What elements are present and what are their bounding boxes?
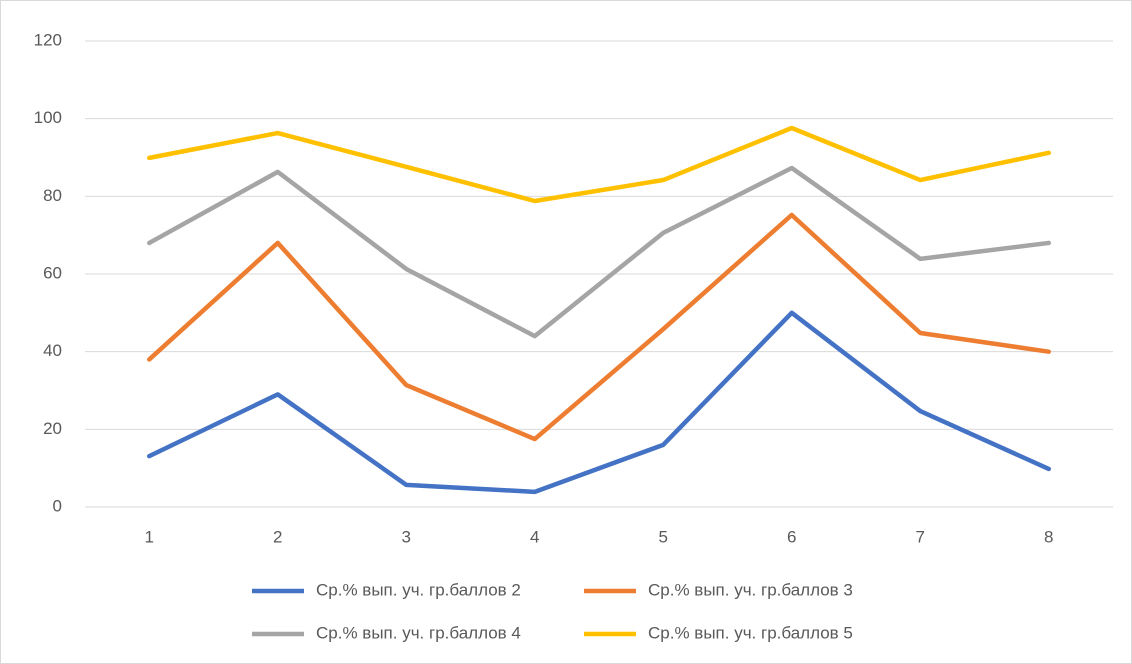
x-tick-label: 3: [402, 527, 411, 546]
y-tick-label: 20: [43, 419, 62, 438]
y-tick-label: 40: [43, 341, 62, 360]
line-series: [147, 165, 1051, 339]
x-tick-label: 5: [659, 527, 668, 546]
x-tick-label: 1: [145, 527, 154, 546]
y-tick-label: 0: [53, 496, 62, 515]
legend-label: Ср.% вып. уч. гр.баллов 4: [316, 623, 521, 642]
y-tick-label: 120: [34, 30, 62, 49]
x-tick-label: 8: [1044, 527, 1053, 546]
legend-label: Ср.% вып. уч. гр.баллов 3: [648, 580, 853, 599]
y-tick-label: 100: [34, 108, 62, 127]
legend-label: Ср.% вып. уч. гр.баллов 5: [648, 623, 853, 642]
line-series: [147, 125, 1051, 204]
line-series: [147, 310, 1051, 495]
line-series: [147, 212, 1051, 442]
x-tick-label: 7: [916, 527, 925, 546]
y-tick-label: 60: [43, 263, 62, 282]
legend-label: Ср.% вып. уч. гр.баллов 2: [316, 580, 521, 599]
y-tick-label: 80: [43, 186, 62, 205]
x-tick-label: 6: [787, 527, 796, 546]
x-tick-label: 4: [530, 527, 539, 546]
x-tick-label: 2: [273, 527, 282, 546]
